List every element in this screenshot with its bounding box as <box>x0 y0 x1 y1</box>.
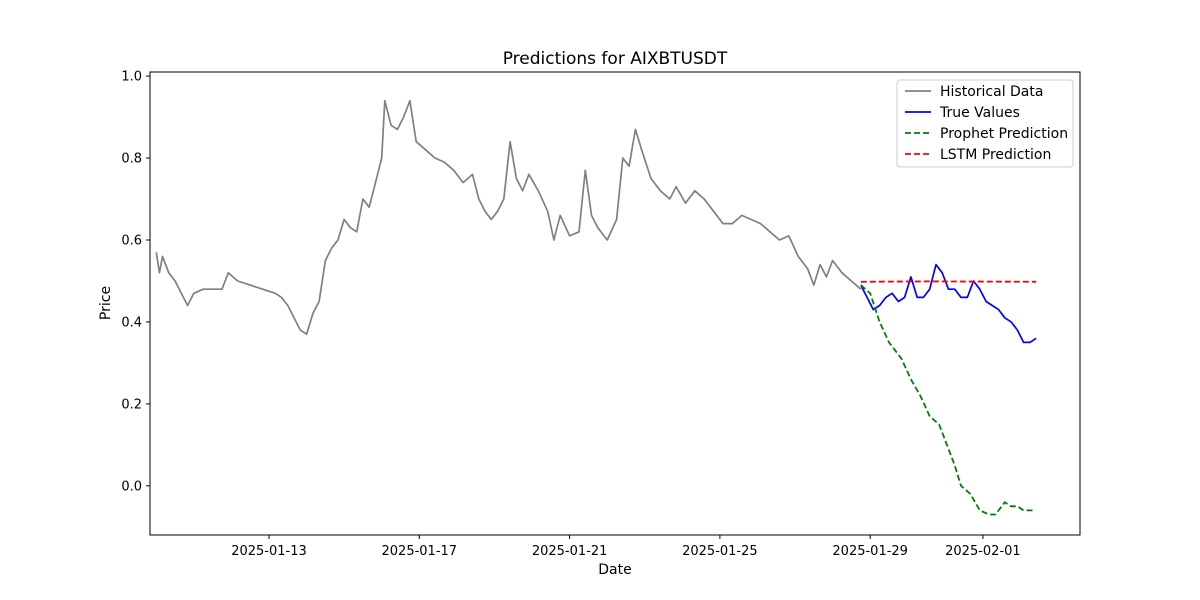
y-tick-label-1: 0.2 <box>121 397 142 412</box>
series-line-0 <box>155 99 862 336</box>
x-axis: 2025-01-13 2025-01-17 2025-01-21 2025-01-25… <box>231 535 1021 559</box>
x-tick-label-4: 2025-01-29 <box>832 544 908 559</box>
y-tick-label-4: 0.8 <box>121 152 142 167</box>
y-axis-label: Price <box>98 286 114 320</box>
x-tick-label-3: 2025-01-25 <box>682 544 758 559</box>
x-axis-label: Date <box>598 562 631 578</box>
legend-label-3: LSTM Prediction <box>940 147 1051 163</box>
series-layer <box>155 99 1037 516</box>
y-tick-label-2: 0.4 <box>121 315 142 330</box>
y-tick-label-0: 0.0 <box>121 479 142 494</box>
legend-label-1: True Values <box>939 105 1020 121</box>
y-tick-label-3: 0.6 <box>121 233 142 248</box>
x-tick-label-1: 2025-01-17 <box>382 544 458 559</box>
y-axis: 0.0 0.2 0.4 0.6 0.8 1.0 <box>121 70 150 494</box>
plot-area <box>149 71 1081 536</box>
chart-title: Predictions for AIXBTUSDT <box>503 49 728 69</box>
plot-frame <box>149 71 1081 536</box>
legend-box <box>896 79 1074 168</box>
legend-entries: Historical Data True Values Prophet Predic… <box>905 84 1068 163</box>
legend: Historical Data True Values Prophet Predic… <box>896 79 1074 168</box>
legend-label-2: Prophet Prediction <box>940 126 1068 142</box>
x-tick-label-0: 2025-01-13 <box>231 544 307 559</box>
legend-label-0: Historical Data <box>940 84 1043 100</box>
x-tick-label-2: 2025-01-21 <box>532 544 608 559</box>
series-line-1 <box>860 263 1037 344</box>
x-tick-label-5: 2025-02-01 <box>945 544 1021 559</box>
y-tick-label-5: 1.0 <box>121 70 142 85</box>
